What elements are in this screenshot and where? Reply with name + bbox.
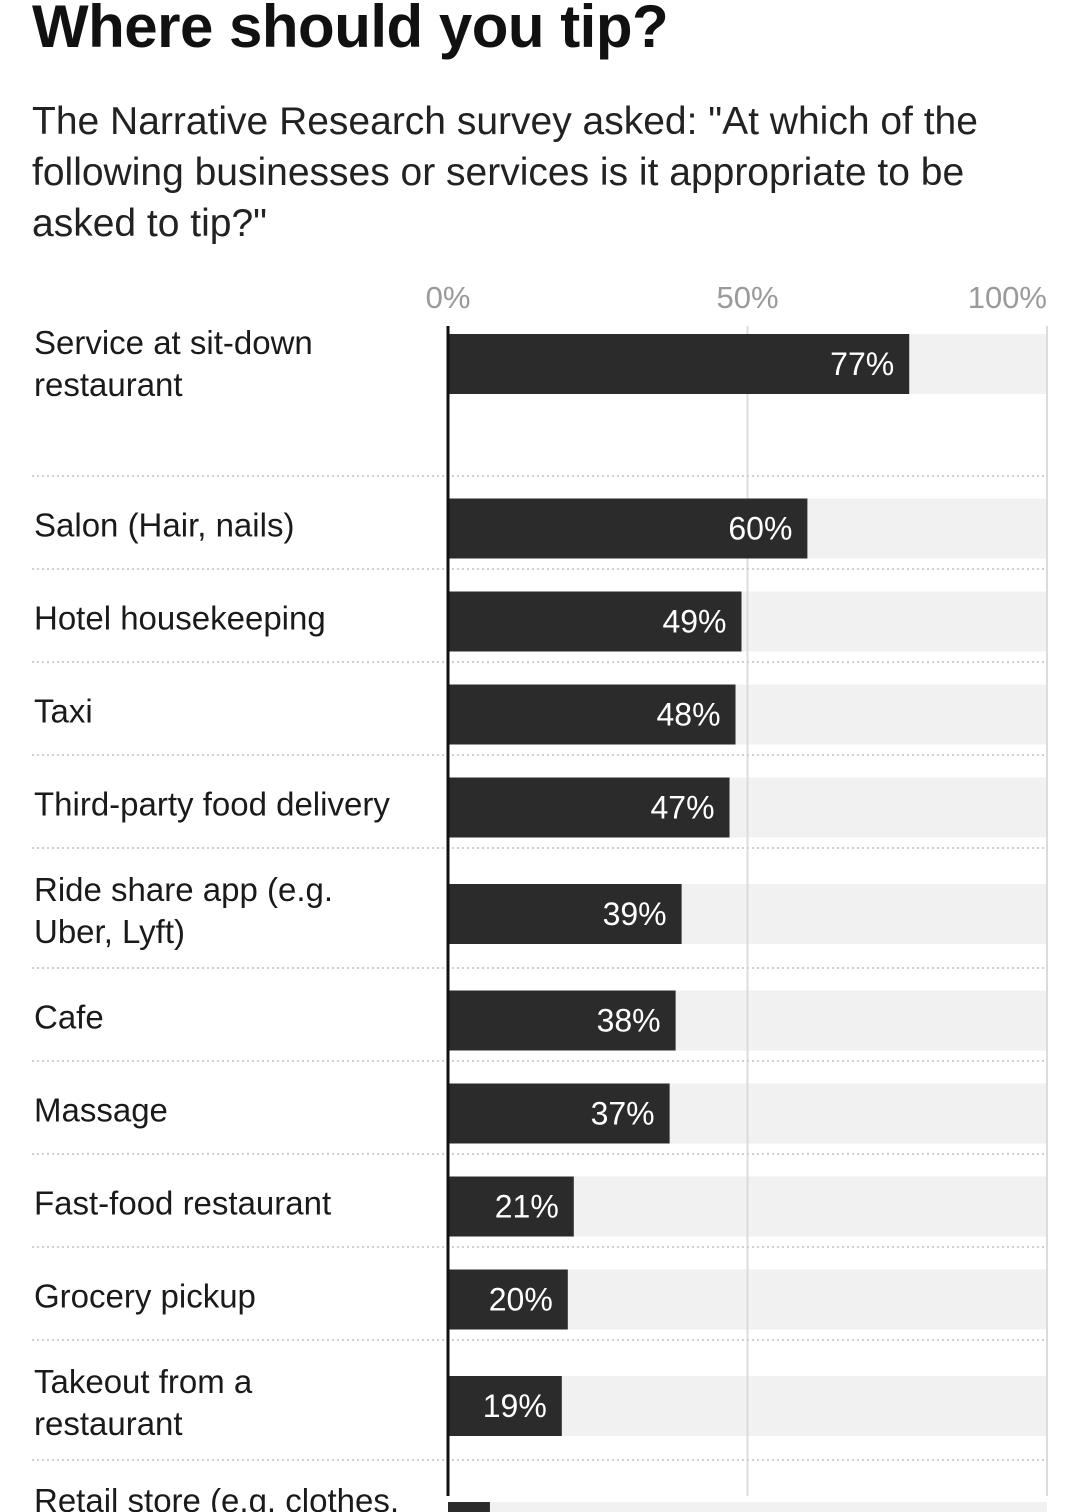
value-label: 48% (656, 697, 720, 733)
category-label: Ride share app (e.g. Uber, Lyft) (34, 871, 333, 950)
bar (448, 777, 730, 838)
category-label: Retail store (e.g. clothes,flowers) (34, 1482, 399, 1512)
bar (448, 1376, 562, 1436)
category-label: Grocery pickup (34, 1278, 256, 1315)
bar (448, 990, 676, 1051)
value-label: 60% (728, 511, 792, 547)
value-label: 20% (489, 1282, 553, 1318)
value-label: 39% (603, 896, 667, 932)
value-label: 21% (495, 1189, 559, 1225)
x-tick-label: 100% (968, 280, 1047, 315)
category-label: Fast-food restaurant (34, 1185, 331, 1222)
bar (448, 1083, 670, 1144)
value-label: 47% (650, 790, 714, 826)
bar (448, 684, 736, 745)
chart-subtitle: The Narrative Research survey asked: "At… (32, 100, 978, 245)
value-label: 77% (830, 346, 894, 382)
value-label: 49% (662, 604, 726, 640)
bar (448, 1502, 490, 1512)
category-label: Hotel housekeeping (34, 600, 326, 637)
category-label: Cafe (34, 999, 104, 1036)
x-tick-label: 50% (716, 280, 778, 315)
value-label: 19% (483, 1388, 547, 1424)
chart-title: Where should you tip? (32, 0, 669, 60)
x-tick-label: 0% (426, 280, 471, 315)
bar-chart-svg: 0% 50% 100% 77% Service at sit-down restauran… (32, 280, 1048, 1512)
bar (448, 591, 742, 652)
category-label: Service at sit-down restaurant (34, 324, 313, 403)
category-label: Massage (34, 1092, 168, 1129)
bar-track (448, 1502, 1047, 1512)
value-label: 38% (597, 1003, 661, 1039)
category-label: Salon (Hair, nails) (34, 507, 294, 544)
value-label: 37% (591, 1096, 655, 1132)
category-label: Taxi (34, 693, 93, 730)
bar (448, 1269, 568, 1330)
bar (448, 334, 910, 394)
bar (448, 1176, 574, 1237)
bar (448, 498, 808, 559)
bar-chart: 0% 50% 100% 77% Service at sit-down restauran… (0, 270, 1080, 1512)
category-label: Takeout from a restaurant (34, 1363, 253, 1442)
bar (448, 884, 682, 944)
category-label: Third-party food delivery (34, 786, 390, 823)
